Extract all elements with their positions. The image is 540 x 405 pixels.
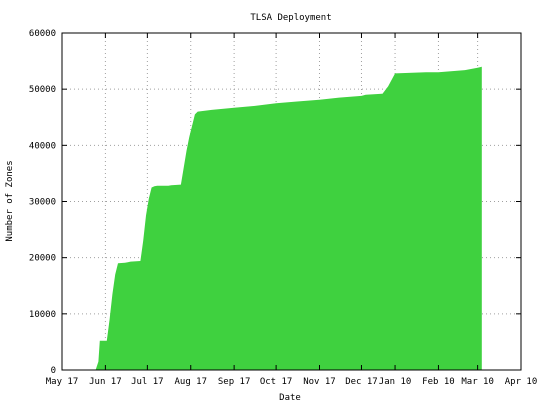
x-tick-label: Jun 17	[89, 377, 122, 387]
y-tick-label: 50000	[29, 85, 56, 95]
x-tick-label: Jul 17	[131, 377, 164, 387]
x-tick-label: Oct 17	[260, 377, 293, 387]
x-axis-label: Date	[279, 393, 301, 403]
x-tick-label: Sep 17	[218, 377, 251, 387]
x-axis-labels: May 17 Jun 17 Jul 17 Aug 17 Sep 17 Oct 17 Nov …	[46, 377, 538, 387]
y-tick-label: 30000	[29, 198, 56, 208]
x-tick-label: May 17	[46, 377, 79, 387]
y-tick-label: 40000	[29, 141, 56, 151]
x-tick-label: Apr 10	[505, 377, 538, 387]
y-tick-label: 20000	[29, 254, 56, 264]
x-tick-label: Mar 10	[461, 377, 494, 387]
x-tick-label: Nov 17	[303, 377, 336, 387]
series-area	[95, 66, 482, 370]
x-tick-label: Jan 10	[379, 377, 412, 387]
x-tick-label: Feb 10	[422, 377, 455, 387]
y-axis-labels: 0 10000 20000 30000 40000 50000 60000	[29, 29, 56, 376]
y-tick-label: 10000	[29, 310, 56, 320]
x-tick-label: Dec 17	[345, 377, 378, 387]
y-tick-label: 60000	[29, 29, 56, 39]
y-axis-label: Number of Zones	[5, 160, 15, 241]
chart-title: TLSA Deployment	[250, 13, 331, 23]
x-tick-label: Aug 17	[174, 377, 207, 387]
y-tick-label: 0	[51, 366, 56, 376]
axis-ticks	[61, 32, 522, 371]
